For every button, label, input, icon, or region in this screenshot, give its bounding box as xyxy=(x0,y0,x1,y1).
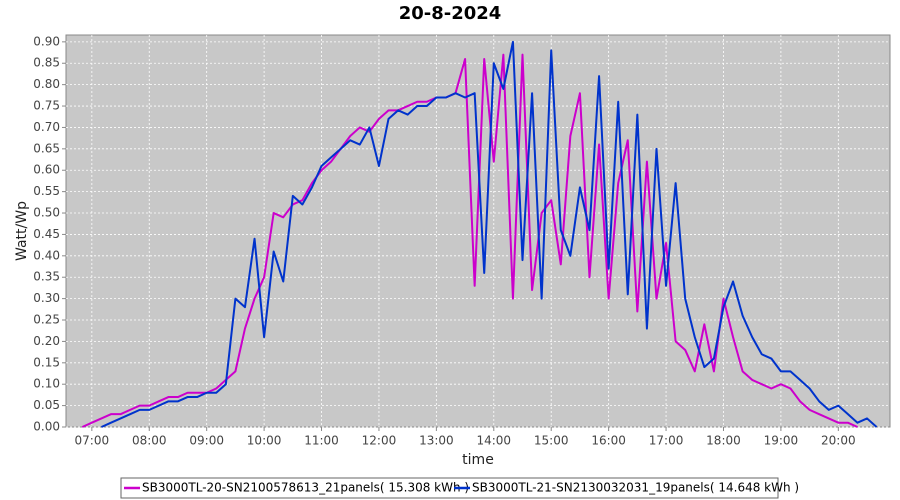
y-tick-label: 0.10 xyxy=(33,377,60,391)
chart-title: 20-8-2024 xyxy=(399,3,502,24)
series-line xyxy=(81,53,858,428)
y-tick-label: 0.25 xyxy=(33,313,60,327)
x-tick-label: 11:00 xyxy=(304,434,339,448)
x-tick-label: 14:00 xyxy=(476,434,511,448)
y-tick-label: 0.90 xyxy=(33,34,60,48)
legend-label: SB3000TL-20-SN2100578613_21panels( 15.30… xyxy=(142,481,469,495)
x-tick-label: 16:00 xyxy=(591,434,626,448)
x-tick-label: 09:00 xyxy=(189,434,224,448)
y-tick-label: 0.05 xyxy=(33,398,60,412)
y-axis-label: Watt/Wp xyxy=(14,201,30,261)
y-tick-label: 0.00 xyxy=(33,420,60,434)
y-tick-label: 0.35 xyxy=(33,270,60,284)
legend xyxy=(120,477,779,499)
y-tick-label: 0.75 xyxy=(33,99,60,113)
x-tick-label: 10:00 xyxy=(247,434,282,448)
x-axis-label: time xyxy=(462,452,494,468)
y-tick-label: 0.30 xyxy=(33,291,60,305)
x-tick-label: 08:00 xyxy=(132,434,167,448)
legend-label: SB3000TL-21-SN2130032031_19panels( 14.64… xyxy=(472,481,799,495)
y-tick-label: 0.85 xyxy=(33,56,60,70)
x-tick-label: 12:00 xyxy=(362,434,397,448)
x-tick-label: 17:00 xyxy=(649,434,684,448)
x-tick-label: 13:00 xyxy=(419,434,454,448)
x-tick-label: 19:00 xyxy=(764,434,799,448)
y-tick-label: 0.80 xyxy=(33,77,60,91)
y-tick-label: 0.20 xyxy=(33,334,60,348)
x-tick-label: 18:00 xyxy=(706,434,741,448)
y-tick-label: 0.55 xyxy=(33,184,60,198)
y-tick-label: 0.45 xyxy=(33,227,60,241)
y-tick-label: 0.60 xyxy=(33,163,60,177)
y-tick-label: 0.65 xyxy=(33,141,60,155)
x-tick-label: 20:00 xyxy=(821,434,856,448)
plot-area xyxy=(65,34,891,428)
y-tick-label: 0.40 xyxy=(33,248,60,262)
x-tick-label: 15:00 xyxy=(534,434,569,448)
y-tick-label: 0.50 xyxy=(33,206,60,220)
y-tick-label: 0.15 xyxy=(33,355,60,369)
y-tick-label: 0.70 xyxy=(33,120,60,134)
x-tick-label: 07:00 xyxy=(75,434,110,448)
series-line xyxy=(101,40,878,428)
